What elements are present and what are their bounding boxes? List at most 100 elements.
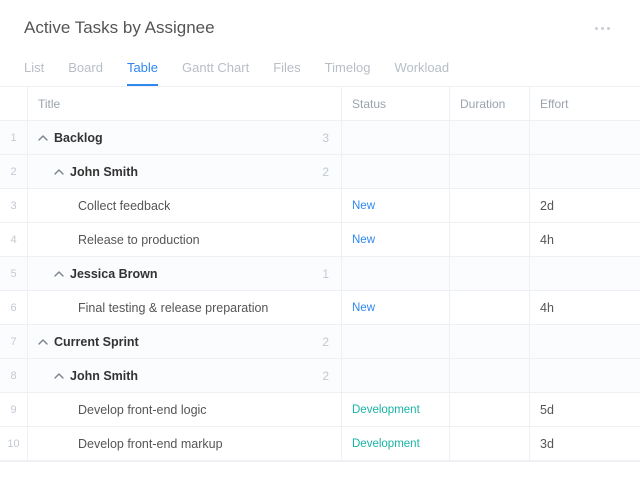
task-title: Final testing & release preparation <box>78 301 268 315</box>
task-table-card: Active Tasks by Assignee List Board Table G… <box>0 0 640 501</box>
group-row[interactable]: 1 Backlog 3 <box>0 121 640 155</box>
row-number: 8 <box>0 359 28 392</box>
task-title: Develop front-end markup <box>78 437 223 451</box>
task-row[interactable]: 3Collect feedbackNew2d <box>0 189 640 223</box>
effort-cell <box>530 121 640 154</box>
group-row[interactable]: 7 Current Sprint 2 <box>0 325 640 359</box>
effort-value: 4h <box>540 233 554 247</box>
row-number: 9 <box>0 393 28 426</box>
tab-list[interactable]: List <box>24 52 44 85</box>
more-options-button[interactable] <box>589 21 616 36</box>
group-title: Current Sprint <box>54 335 139 349</box>
row-number: 2 <box>0 155 28 188</box>
status-badge: New <box>352 200 375 212</box>
row-number: 5 <box>0 257 28 290</box>
effort-value: 4h <box>540 301 554 315</box>
effort-cell <box>530 257 640 290</box>
effort-cell[interactable]: 4h <box>530 223 640 256</box>
title-cell[interactable]: Develop front-end logic <box>28 393 342 426</box>
status-cell[interactable]: Development <box>342 393 450 426</box>
task-title: Release to production <box>78 233 200 247</box>
group-count: 3 <box>322 131 331 145</box>
group-title: Backlog <box>54 131 103 145</box>
row-number: 6 <box>0 291 28 324</box>
effort-value: 3d <box>540 437 554 451</box>
duration-cell <box>450 155 530 188</box>
group-count: 2 <box>322 335 331 349</box>
tab-files[interactable]: Files <box>273 52 300 85</box>
group-row[interactable]: 5Jessica Brown1 <box>0 257 640 291</box>
effort-cell <box>530 359 640 392</box>
col-effort[interactable]: Effort <box>530 87 640 120</box>
tab-gantt-chart[interactable]: Gantt Chart <box>182 52 249 85</box>
tab-board[interactable]: Board <box>68 52 103 85</box>
status-cell[interactable]: New <box>342 223 450 256</box>
effort-cell <box>530 155 640 188</box>
row-number: 7 <box>0 325 28 358</box>
duration-cell[interactable] <box>450 189 530 222</box>
title-cell[interactable]: Develop front-end markup <box>28 427 342 460</box>
col-title[interactable]: Title <box>28 87 342 120</box>
task-title: Develop front-end logic <box>78 403 207 417</box>
page-title: Active Tasks by Assignee <box>24 18 215 38</box>
tab-timelog[interactable]: Timelog <box>325 52 371 85</box>
group-title: John Smith <box>70 369 138 383</box>
col-duration[interactable]: Duration <box>450 87 530 120</box>
task-row[interactable]: 10Develop front-end markupDevelopment3d <box>0 427 640 461</box>
duration-cell[interactable] <box>450 427 530 460</box>
title-cell[interactable]: Backlog 3 <box>28 121 342 154</box>
title-cell[interactable]: John Smith2 <box>28 359 342 392</box>
task-grid: Title Status Duration Effort 1Backlog32J… <box>0 86 640 462</box>
chevron-up-icon[interactable] <box>54 167 64 177</box>
task-row[interactable]: 9 Develop front-end logic Development 5d <box>0 393 640 427</box>
duration-cell[interactable] <box>450 291 530 324</box>
tab-workload[interactable]: Workload <box>394 52 449 85</box>
row-number: 4 <box>0 223 28 256</box>
effort-cell[interactable]: 4h <box>530 291 640 324</box>
status-badge: Development <box>352 438 420 450</box>
status-cell <box>342 359 450 392</box>
status-cell <box>342 325 450 358</box>
effort-cell[interactable]: 3d <box>530 427 640 460</box>
status-cell[interactable]: Development <box>342 427 450 460</box>
task-row[interactable]: 4 Release to production New 4h <box>0 223 640 257</box>
duration-cell[interactable] <box>450 223 530 256</box>
group-row[interactable]: 2 John Smith 2 <box>0 155 640 189</box>
title-cell[interactable]: Collect feedback <box>28 189 342 222</box>
row-number: 1 <box>0 121 28 154</box>
duration-cell[interactable] <box>450 393 530 426</box>
effort-cell[interactable]: 2d <box>530 189 640 222</box>
title-cell[interactable]: John Smith 2 <box>28 155 342 188</box>
tab-table[interactable]: Table <box>127 52 158 85</box>
chevron-up-icon[interactable] <box>54 269 64 279</box>
col-status[interactable]: Status <box>342 87 450 120</box>
group-row[interactable]: 8John Smith2 <box>0 359 640 393</box>
grid-header-row: Title Status Duration Effort <box>0 87 640 121</box>
group-title: John Smith <box>70 165 138 179</box>
card-header: Active Tasks by Assignee <box>0 0 640 46</box>
view-tabs: List Board Table Gantt Chart Files Timelog Wor… <box>0 52 640 86</box>
status-badge: Development <box>352 404 420 416</box>
effort-cell[interactable]: 5d <box>530 393 640 426</box>
title-cell[interactable]: Jessica Brown1 <box>28 257 342 290</box>
effort-cell <box>530 325 640 358</box>
effort-value: 5d <box>540 403 554 417</box>
col-rownum <box>0 87 28 120</box>
group-count: 1 <box>322 267 331 281</box>
task-row[interactable]: 6 Final testing & release preparation New 4… <box>0 291 640 325</box>
title-cell[interactable]: Current Sprint 2 <box>28 325 342 358</box>
status-cell <box>342 257 450 290</box>
group-count: 2 <box>322 165 331 179</box>
effort-value: 2d <box>540 199 554 213</box>
status-cell[interactable]: New <box>342 291 450 324</box>
duration-cell <box>450 257 530 290</box>
chevron-up-icon[interactable] <box>38 337 48 347</box>
chevron-up-icon[interactable] <box>38 133 48 143</box>
duration-cell <box>450 325 530 358</box>
chevron-up-icon[interactable] <box>54 371 64 381</box>
task-title: Collect feedback <box>78 199 170 213</box>
title-cell[interactable]: Release to production <box>28 223 342 256</box>
status-cell <box>342 121 450 154</box>
title-cell[interactable]: Final testing & release preparation <box>28 291 342 324</box>
status-cell[interactable]: New <box>342 189 450 222</box>
